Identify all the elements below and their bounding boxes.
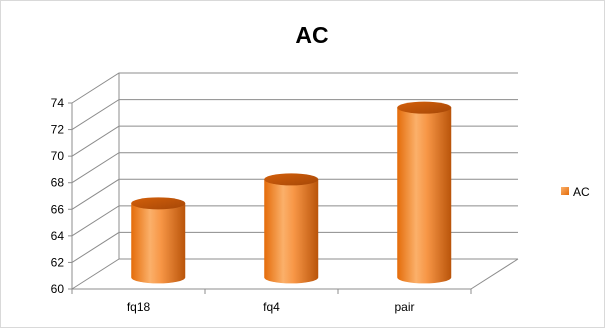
bar-pair xyxy=(397,101,452,284)
x-axis-ticks: fq18 fq4 pair xyxy=(127,300,415,314)
bar-body xyxy=(131,203,186,284)
x-tick-label: pair xyxy=(394,300,414,314)
bar-layer xyxy=(131,101,452,284)
bar-fq4 xyxy=(264,173,319,284)
x-tick-label: fq18 xyxy=(127,300,151,314)
y-tick-label: 72 xyxy=(51,123,65,137)
floor-edge xyxy=(470,258,519,290)
bar-body xyxy=(397,107,452,284)
bar-cap xyxy=(131,197,186,210)
bar-cap xyxy=(264,173,319,186)
axis-layer xyxy=(68,73,519,294)
y-tick-label: 60 xyxy=(51,282,65,296)
chart-title: AC xyxy=(295,22,328,48)
y-tick-label: 66 xyxy=(51,202,65,216)
bar-fq18 xyxy=(131,197,186,284)
bar-cap xyxy=(397,101,452,114)
y-tick-label: 74 xyxy=(51,96,65,110)
y-tick-label: 62 xyxy=(51,255,65,269)
legend-label-ac: AC xyxy=(573,185,590,199)
legend-swatch xyxy=(561,187,569,195)
y-tick-label: 64 xyxy=(51,229,65,243)
legend: AC xyxy=(561,185,590,199)
y-tick-label: 68 xyxy=(51,176,65,190)
y-axis-ticks: 60 62 64 66 68 70 72 74 xyxy=(51,96,65,296)
x-tick-label: fq4 xyxy=(263,300,280,314)
bar-body xyxy=(264,179,319,284)
y-tick-label: 70 xyxy=(51,149,65,163)
gridline xyxy=(71,72,518,104)
